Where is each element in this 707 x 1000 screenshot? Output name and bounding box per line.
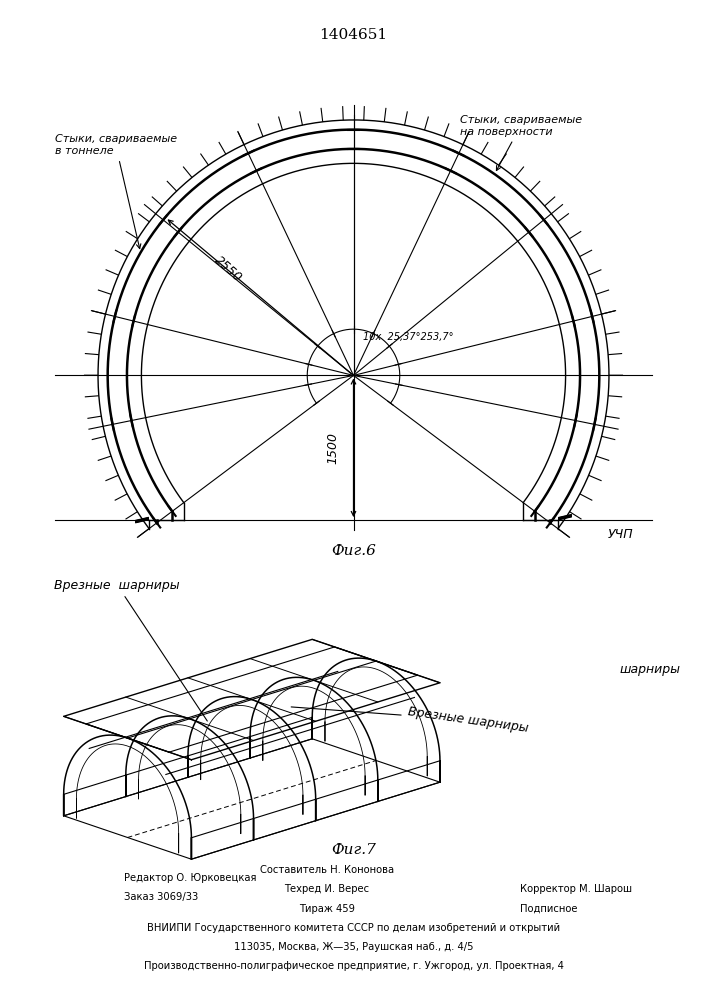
Text: 2550: 2550 — [212, 254, 245, 285]
Text: Техред И. Верес: Техред И. Верес — [284, 884, 370, 894]
Text: Стыки, свариваемые
на поверхности: Стыки, свариваемые на поверхности — [460, 115, 582, 171]
Text: Врезные  шарниры: Врезные шарниры — [54, 578, 207, 721]
Text: 1404651: 1404651 — [320, 28, 387, 42]
Text: ВНИИПИ Государственного комитета СССР по делам изобретений и открытий: ВНИИПИ Государственного комитета СССР по… — [147, 923, 560, 933]
Text: Производственно-полиграфическое предприятие, г. Ужгород, ул. Проектная, 4: Производственно-полиграфическое предприя… — [144, 961, 563, 971]
Text: Редактор О. Юрковецкая: Редактор О. Юрковецкая — [124, 873, 257, 883]
Text: 1500: 1500 — [327, 432, 340, 464]
Text: 113035, Москва, Ж—35, Раушская наб., д. 4/5: 113035, Москва, Ж—35, Раушская наб., д. … — [234, 942, 473, 952]
Text: Корректор М. Шарош: Корректор М. Шарош — [520, 884, 632, 894]
Text: 10x  25,37°253,7°: 10x 25,37°253,7° — [363, 332, 454, 342]
Text: Заказ 3069/33: Заказ 3069/33 — [124, 892, 199, 902]
Text: Подписное: Подписное — [520, 904, 577, 914]
Text: Врезные шарниры: Врезные шарниры — [291, 705, 529, 735]
Text: Тираж 459: Тираж 459 — [299, 904, 355, 914]
Text: шарниры: шарниры — [619, 664, 680, 676]
Text: Фиг.7: Фиг.7 — [331, 844, 376, 857]
Text: Стыки, свариваемые
в тоннеле: Стыки, свариваемые в тоннеле — [54, 134, 177, 249]
Text: Фиг.6: Фиг.6 — [331, 544, 376, 558]
Text: УЧП: УЧП — [607, 528, 633, 541]
Text: Составитель Н. Кононова: Составитель Н. Кононова — [260, 865, 394, 875]
